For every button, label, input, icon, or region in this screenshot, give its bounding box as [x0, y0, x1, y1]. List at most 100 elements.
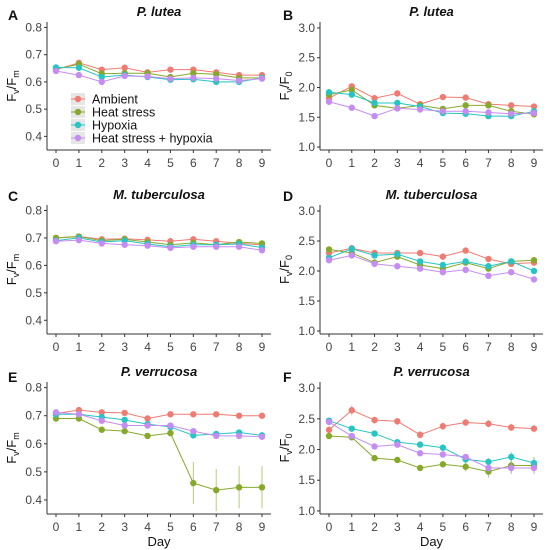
data-point: [394, 263, 401, 270]
data-point: [167, 411, 174, 418]
panel-title: M. tuberculosa: [113, 187, 205, 202]
x-tick-label: 8: [508, 520, 515, 534]
series-line: [328, 248, 535, 270]
legend-entry-label: Ambient: [92, 93, 138, 107]
series-line: [328, 101, 535, 117]
x-tick-label: 0: [326, 340, 333, 354]
data-point: [371, 112, 378, 120]
x-tick-label: 8: [236, 520, 243, 534]
legend-entry-label: Heat stress: [92, 106, 155, 120]
data-point: [439, 444, 447, 451]
data-point: [530, 425, 538, 432]
legend-entry-label: Heat stress + hypoxia: [92, 132, 213, 146]
data-point: [144, 415, 151, 422]
data-point: [462, 247, 469, 254]
x-tick-label: 3: [394, 156, 401, 170]
data-point: [439, 423, 447, 430]
data-point: [462, 102, 469, 109]
x-tick-label: 4: [417, 156, 424, 170]
y-tick-label: 0.8: [25, 203, 42, 217]
series-line: [55, 62, 262, 76]
x-tick-label: 7: [213, 156, 220, 170]
data-point: [530, 257, 538, 264]
y-tick-label: 0.8: [25, 20, 42, 34]
data-point: [213, 411, 220, 418]
y-tick-label: 0.6: [25, 258, 42, 272]
x-tick-label: 9: [259, 520, 266, 534]
panel-letter: F: [283, 369, 292, 385]
data-point: [462, 94, 469, 101]
x-tick-label: 1: [76, 340, 83, 354]
x-tick-label: 1: [348, 156, 355, 170]
x-tick-label: 3: [394, 520, 401, 534]
x-tick-label: 8: [508, 340, 515, 354]
x-tick-label: 1: [348, 340, 355, 354]
data-point: [508, 269, 515, 276]
y-tick-label: 0.5: [25, 102, 42, 116]
x-tick-label: 0: [53, 340, 60, 354]
data-point: [416, 464, 424, 472]
series-line: [328, 409, 535, 436]
x-axis-label: Day: [147, 534, 171, 549]
series-heat-stress: [325, 86, 538, 118]
series-line: [55, 236, 263, 246]
data-point: [348, 86, 355, 94]
data-point: [325, 246, 333, 253]
data-point: [439, 261, 447, 269]
panel-title: M. tuberculosa: [386, 187, 478, 202]
x-tick-label: 9: [531, 156, 538, 170]
x-axis-label: Day: [420, 534, 444, 549]
data-point: [235, 412, 243, 419]
data-point: [235, 484, 243, 491]
data-point: [530, 276, 538, 283]
series-heat-stress-hypoxia: [52, 409, 266, 440]
data-point: [98, 78, 105, 86]
data-point: [167, 244, 174, 252]
data-point: [439, 461, 447, 468]
x-tick-label: 9: [531, 340, 538, 354]
data-point: [235, 77, 243, 84]
data-point: [371, 95, 378, 102]
x-tick-label: 1: [76, 520, 83, 534]
x-tick-label: 8: [236, 340, 243, 354]
data-point: [98, 417, 105, 424]
x-tick-label: 6: [190, 156, 197, 170]
data-point: [52, 67, 60, 75]
x-tick-label: 5: [167, 156, 174, 170]
data-point: [508, 424, 515, 431]
data-point: [325, 257, 333, 264]
y-axis-label: Fv/F0: [277, 255, 294, 284]
series-line: [328, 89, 535, 115]
data-point: [508, 102, 515, 109]
x-tick-label: 3: [394, 340, 401, 354]
x-tick-label: 5: [440, 156, 447, 170]
data-point: [348, 245, 355, 252]
data-point: [98, 240, 105, 247]
data-point: [416, 106, 424, 113]
data-point: [371, 454, 378, 462]
data-point: [416, 441, 424, 448]
x-tick-label: 7: [485, 156, 492, 170]
y-axis-label: Fv/Fm: [4, 432, 21, 464]
y-tick-label: 2.5: [298, 234, 315, 248]
series-heat-stress-hypoxia: [52, 67, 266, 86]
data-point: [485, 109, 492, 116]
data-point: [530, 267, 538, 275]
panel-letter: B: [283, 7, 293, 23]
y-tick-label: 1.5: [298, 473, 315, 487]
y-tick-label: 0.6: [25, 437, 42, 451]
y-tick-label: 0.8: [25, 381, 42, 395]
data-point: [371, 252, 378, 259]
series-heat-stress: [52, 415, 266, 512]
y-tick-label: 0.7: [25, 231, 42, 245]
data-point: [75, 64, 83, 71]
x-tick-label: 1: [348, 520, 355, 534]
data-point: [258, 433, 266, 440]
x-tick-label: 5: [440, 520, 447, 534]
series-heat-stress-hypoxia: [52, 236, 266, 254]
x-tick-label: 6: [190, 520, 197, 534]
x-tick-label: 0: [326, 520, 333, 534]
x-tick-label: 7: [213, 340, 220, 354]
series-line: [55, 236, 263, 246]
